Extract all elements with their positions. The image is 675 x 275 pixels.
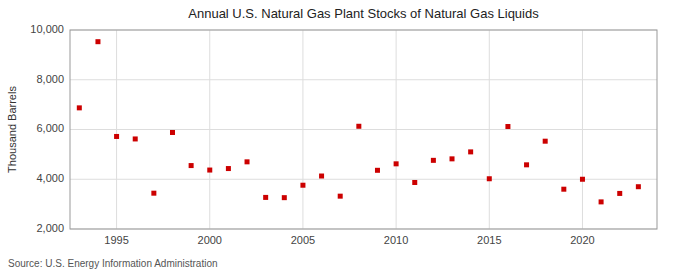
plot-frame [70, 30, 657, 229]
point [375, 168, 380, 173]
x-tick-label: 1995 [104, 234, 128, 246]
grid [70, 30, 657, 229]
point [468, 149, 473, 154]
y-axis-label: Thousand Barrels [6, 86, 18, 173]
y-tick-label: 10,000 [30, 23, 64, 35]
y-grid-line [70, 79, 657, 80]
point [636, 184, 641, 189]
point [207, 168, 212, 173]
point [95, 39, 100, 44]
y-tick-label: 2,000 [36, 222, 64, 234]
y-grid-line [70, 129, 657, 130]
point [356, 124, 361, 129]
x-grid-line [302, 30, 303, 229]
x-tick-label: 2005 [291, 234, 315, 246]
x-tick-label: 2000 [198, 234, 222, 246]
point [412, 180, 417, 185]
point [431, 158, 436, 163]
x-grid-line [582, 30, 583, 229]
point [580, 177, 585, 182]
point [77, 105, 82, 110]
point [561, 187, 566, 192]
point [450, 156, 455, 161]
point [114, 134, 119, 139]
chart: 2,000 4,000 6,000 8,000 10,000 1995 2000 2005 20… [0, 0, 675, 275]
y-tick-label: 8,000 [36, 73, 64, 85]
point [599, 199, 604, 204]
point [394, 161, 399, 166]
point [170, 130, 175, 135]
title: Annual U.S. Natural Gas Plant Stocks of … [188, 6, 539, 21]
point [151, 191, 156, 196]
x-grid-line [116, 30, 117, 229]
point [524, 162, 529, 167]
point [338, 194, 343, 199]
point [487, 176, 492, 181]
point [189, 163, 194, 168]
x-grid-line [489, 30, 490, 229]
x-tick-label: 2020 [570, 234, 594, 246]
point [282, 195, 287, 200]
points [77, 39, 641, 204]
x-tick-label: 2015 [477, 234, 501, 246]
source-note: Source: U.S. Energy Information Administ… [8, 258, 218, 269]
point [133, 136, 138, 141]
y-tick-label: 4,000 [36, 172, 64, 184]
point [263, 195, 268, 200]
x-tick-label: 2010 [384, 234, 408, 246]
point [245, 159, 250, 164]
point [300, 183, 305, 188]
point [319, 174, 324, 179]
y-tick-label: 6,000 [36, 122, 64, 134]
x-grid-line [209, 30, 210, 229]
point [543, 139, 548, 144]
y-grid-line [70, 179, 657, 180]
point [617, 191, 622, 196]
point [226, 166, 231, 171]
x-grid-line [396, 30, 397, 229]
point [505, 124, 510, 129]
